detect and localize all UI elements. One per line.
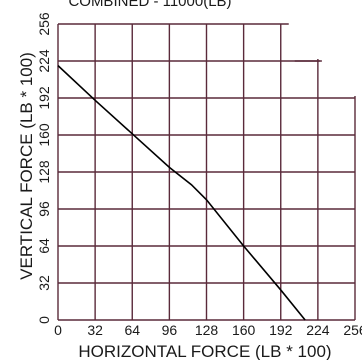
x-tick-label-64: 64: [124, 322, 140, 338]
x-tick-label-256: 256: [343, 322, 362, 338]
y-tick-label-160: 160: [36, 123, 52, 147]
y-tick-label-96: 96: [36, 201, 52, 217]
x-tick-label-224: 224: [306, 322, 330, 338]
x-tick-label-96: 96: [162, 322, 178, 338]
x-tick-label-128: 128: [195, 322, 219, 338]
y-tick-label-128: 128: [36, 160, 52, 184]
y-tick-label-256: 256: [36, 12, 52, 36]
y-tick-label-32: 32: [36, 275, 52, 291]
x-tick-label-0: 0: [54, 322, 62, 338]
tick-labels: 0 32 64 96 128 160 192 224 256 0 32 64 96 128 160 192 22…: [36, 12, 362, 338]
y-tick-label-224: 224: [36, 49, 52, 73]
x-axis-label: HORIZONTAL FORCE (LB * 100): [78, 342, 331, 360]
chart-title: COMBINED - 11000(LB): [68, 0, 231, 10]
series: [57, 65, 306, 321]
y-tick-label-0: 0: [36, 316, 52, 324]
grid: [57, 23, 356, 321]
y-axis-label: VERTICAL FORCE (LB * 100): [17, 52, 36, 280]
x-tick-label-32: 32: [87, 322, 103, 338]
series-line-0: [57, 65, 306, 321]
x-tick-label-192: 192: [269, 322, 293, 338]
y-tick-label-64: 64: [36, 238, 52, 254]
x-tick-label-160: 160: [232, 322, 256, 338]
y-tick-label-192: 192: [36, 86, 52, 110]
